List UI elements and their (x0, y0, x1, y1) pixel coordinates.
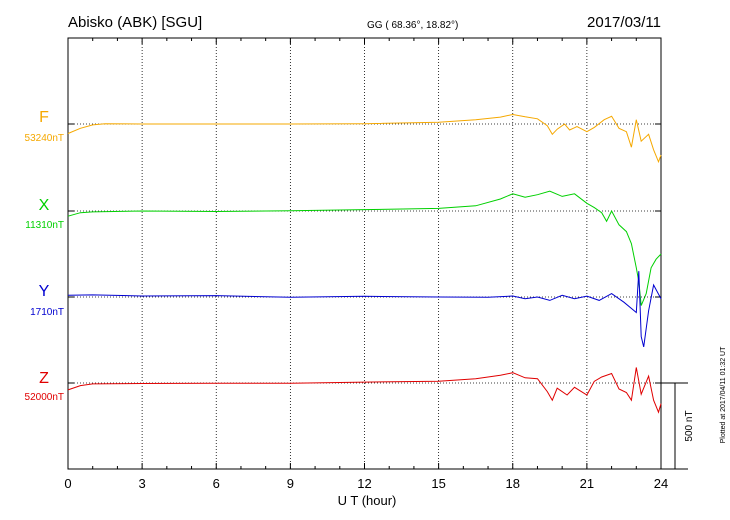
x-tick-label: 0 (64, 476, 71, 491)
series-line-f (67, 113, 662, 164)
coordinates: GG ( 68.36°, 18.82°) (367, 20, 458, 31)
x-tick-label: 12 (357, 476, 371, 491)
series-name-z: Z (39, 370, 49, 387)
series-name-f: F (39, 109, 49, 126)
vertical-gridlines (141, 38, 588, 469)
x-tick-label: 9 (287, 476, 294, 491)
date-label: 2017/03/11 (587, 14, 661, 31)
x-tick-label: 18 (506, 476, 520, 491)
x-tick-labels: 0 3 6 9 12 15 18 21 24 (64, 476, 668, 491)
series-z: Z 52000nT (25, 367, 662, 414)
series-x: X 11310nT (25, 190, 662, 306)
x-tick-label: 24 (654, 476, 668, 491)
series-f: F 53240nT (25, 109, 662, 164)
series-baseline-label: 53240nT (25, 133, 64, 144)
series-line-z (67, 367, 662, 414)
series-name-y: Y (39, 283, 50, 300)
bottom-ticks (67, 38, 662, 469)
station-title: Abisko (ABK) [SGU] (68, 14, 202, 31)
scale-bar: 500 nT (661, 382, 695, 470)
series-baseline-label: 11310nT (25, 220, 64, 231)
x-axis-label: U T (hour) (338, 493, 397, 508)
series-y: Y 1710nT (30, 271, 662, 348)
series-name-x: X (39, 197, 50, 214)
x-tick-label: 6 (213, 476, 220, 491)
x-tick-label: 15 (431, 476, 445, 491)
series-line-y (67, 271, 662, 348)
series-area: F 53240nT X 11310nT Y 1710nT Z 52000nT (25, 109, 662, 414)
scale-bar-label: 500 nT (684, 410, 695, 441)
x-tick-label: 3 (139, 476, 146, 491)
series-baseline-label: 1710nT (30, 307, 64, 318)
x-tick-label: 21 (580, 476, 594, 491)
series-baseline-label: 52000nT (25, 392, 64, 403)
plotted-timestamp: Plotted at 2017/04/11 01:32 UT (720, 346, 727, 443)
